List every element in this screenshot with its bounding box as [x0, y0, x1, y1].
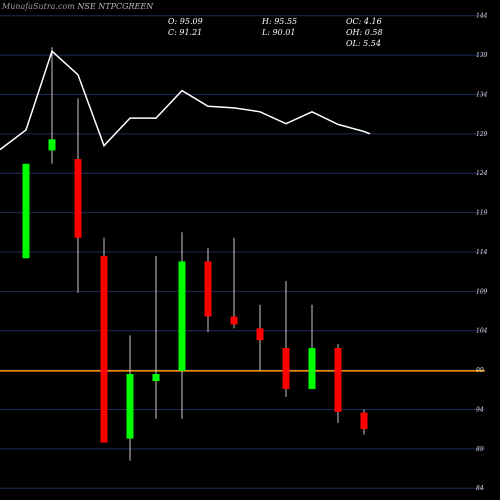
y-tick-label: 114: [476, 249, 488, 256]
candle-body: [334, 348, 342, 412]
y-tick-label: 139: [476, 52, 488, 59]
candle-body: [360, 412, 368, 430]
candle-body: [178, 261, 186, 371]
y-tick-label: 144: [476, 13, 488, 20]
candles: [22, 47, 368, 461]
overlay-line-layer: [0, 49, 371, 151]
ohlc-oh: OH: 0.58: [346, 28, 383, 37]
y-tick-label: 124: [476, 170, 488, 177]
y-tick-label: 134: [476, 91, 488, 98]
y-tick-label: 109: [476, 288, 488, 295]
candle-body: [282, 348, 290, 389]
candle-body: [308, 348, 316, 389]
watermark-ticker: NSE NTPCGREEN: [77, 2, 154, 11]
candle-body: [256, 328, 264, 341]
ohlc-ol: OL: 5.54: [346, 39, 381, 48]
candle-body: [100, 255, 108, 443]
y-tick-label: 94: [476, 406, 484, 413]
candle-body: [126, 374, 134, 439]
overlay-line: [0, 49, 371, 151]
ohlc-open: O: 95.09: [168, 17, 203, 26]
ohlc-close: C: 91.21: [168, 28, 203, 37]
y-tick-label: 89: [476, 446, 484, 453]
candle-body: [152, 374, 160, 382]
candle-body: [22, 163, 30, 259]
y-axis-ticks: 84 89 94 99 104 109 114 119 124 129 134 139 144: [476, 13, 488, 492]
grid-lines: [0, 15, 485, 489]
y-tick-label: 104: [476, 328, 488, 335]
watermark: MunafaSutra.com NSE NTPCGREEN: [2, 2, 153, 11]
candle-body: [74, 159, 82, 238]
y-tick-label: 84: [476, 485, 484, 492]
y-tick-label: 119: [476, 210, 488, 217]
ohlc-high: H: 95.55: [262, 17, 298, 26]
ohlc-low: L: 90.01: [262, 28, 296, 37]
y-tick-label: 99: [476, 367, 484, 374]
candle-body: [230, 316, 238, 325]
candle-body: [204, 261, 212, 317]
candle-body: [48, 139, 56, 151]
y-tick-label: 129: [476, 131, 488, 138]
watermark-site: MunafaSutra.com: [2, 2, 75, 11]
ohlc-oc: OC: 4.16: [346, 17, 382, 26]
